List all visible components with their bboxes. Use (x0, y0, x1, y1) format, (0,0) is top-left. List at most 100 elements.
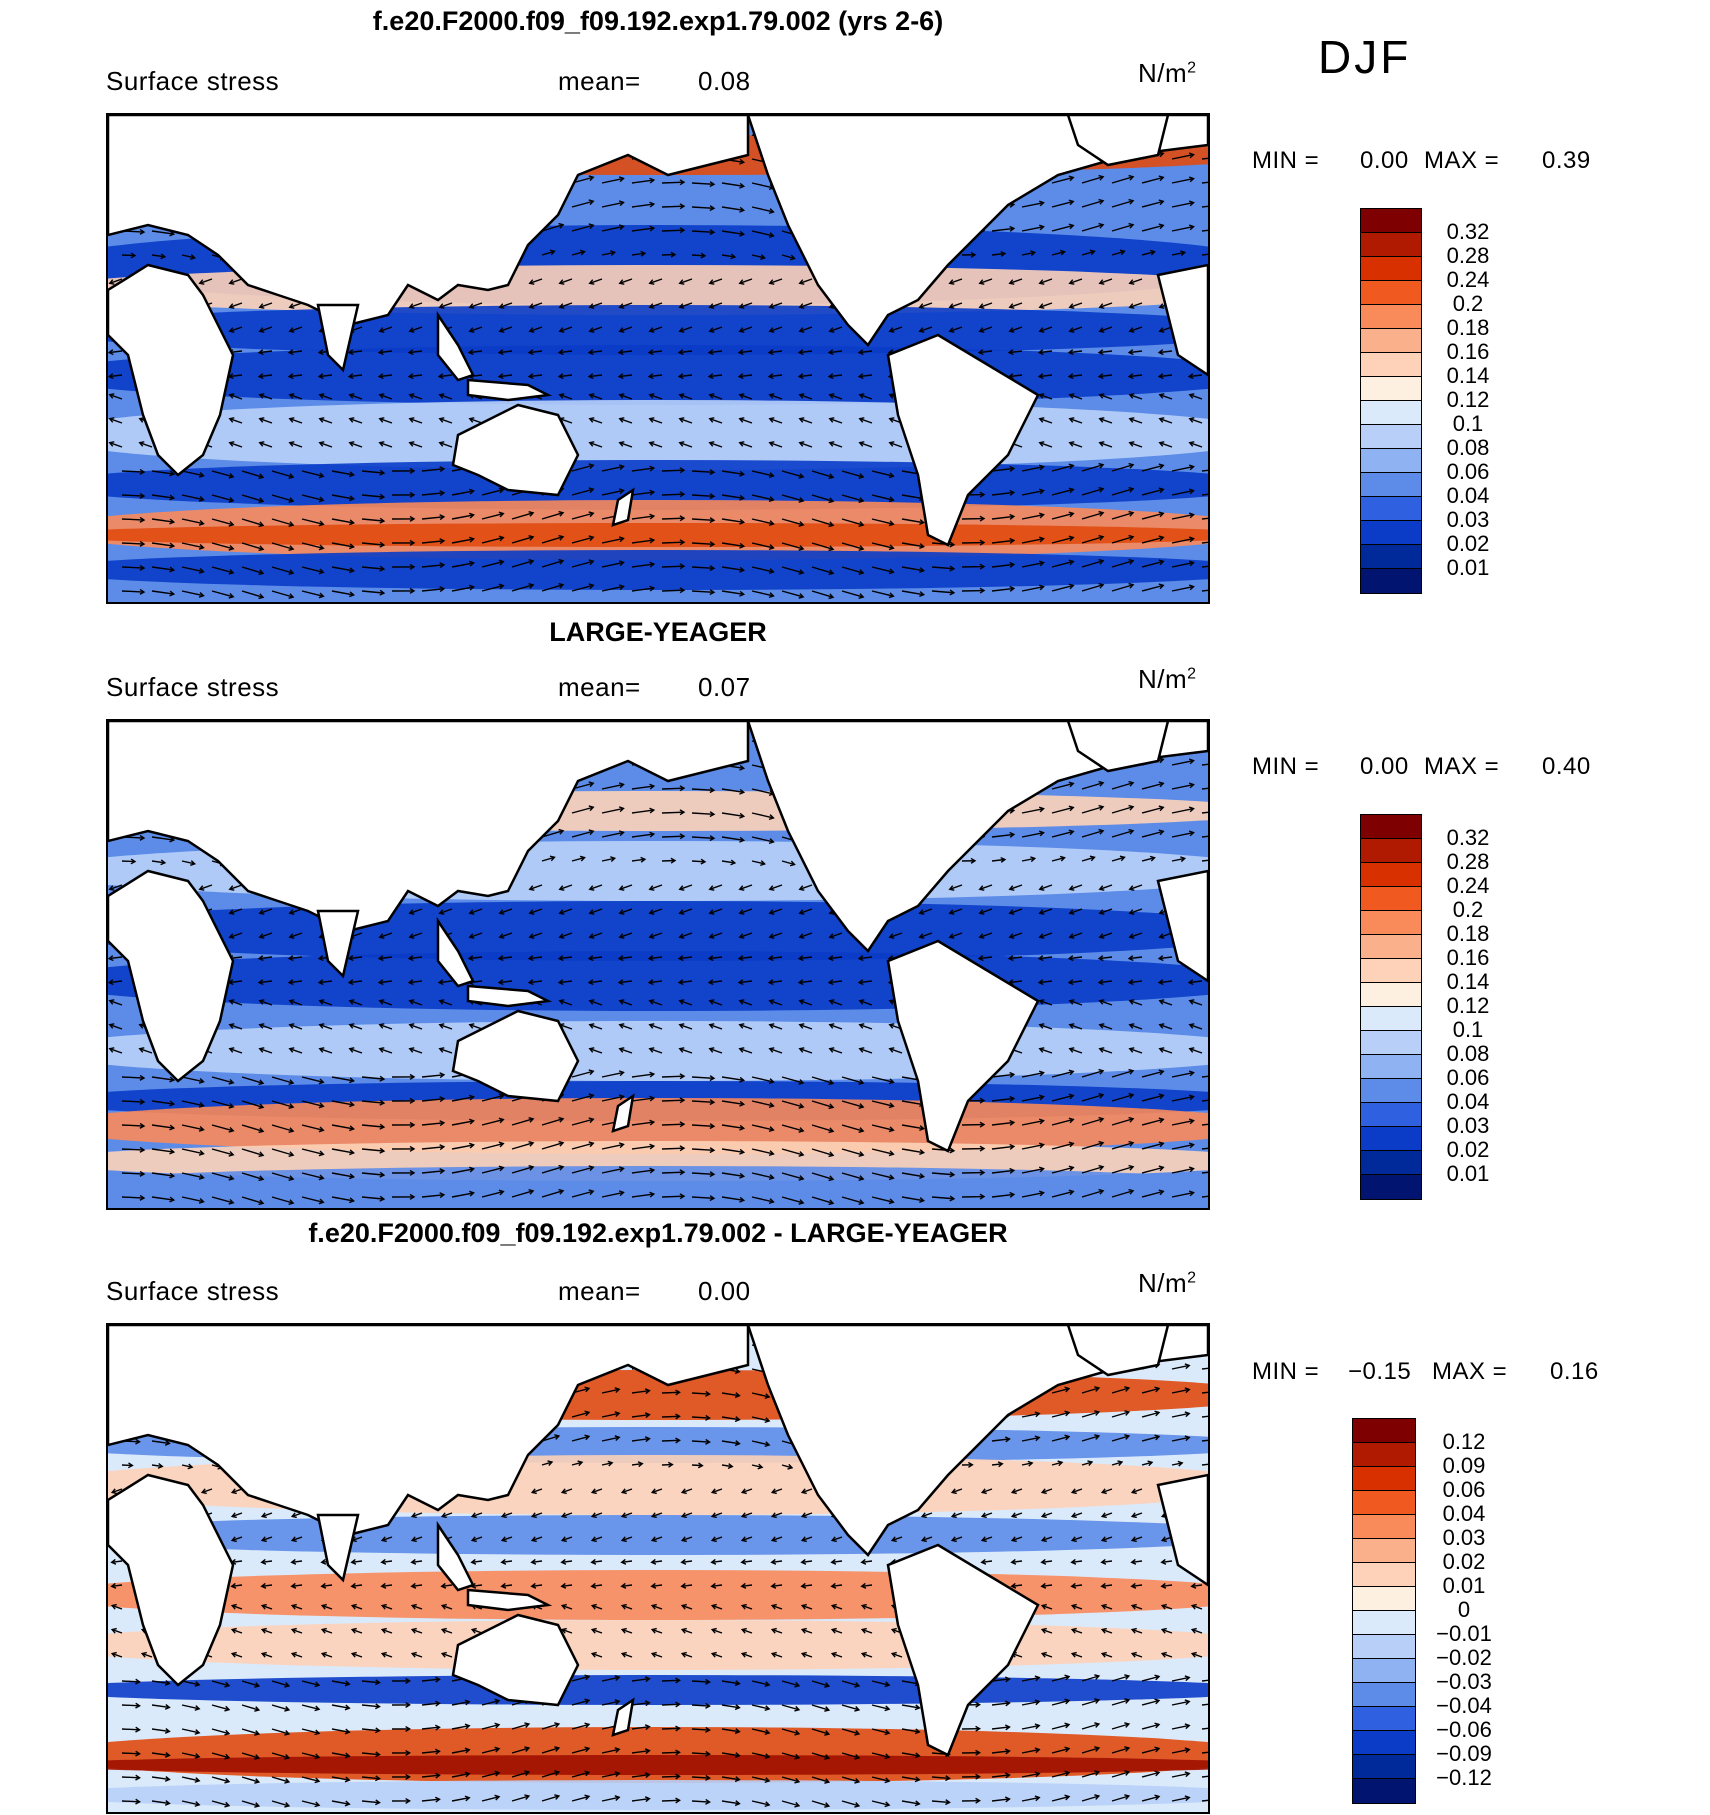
stress-vector-head (438, 441, 445, 447)
stress-vector-head (768, 393, 775, 399)
stress-vector-head (139, 540, 146, 547)
stress-vector (271, 494, 294, 502)
stress-vector-head (740, 1488, 747, 1495)
stress-vector (739, 1048, 753, 1054)
stress-vector (601, 177, 624, 184)
stress-vector (541, 250, 555, 256)
stress-vector (601, 1676, 620, 1682)
stress-vector (691, 1464, 703, 1467)
stress-vector (631, 1749, 650, 1754)
colorbar-swatch (1361, 1127, 1421, 1151)
stress-vector (361, 1680, 380, 1684)
panel-1-variable: Surface stress (106, 66, 280, 96)
colorbar-tick-label: 0.01 (1442, 1573, 1486, 1598)
stress-vector-head (680, 1536, 687, 1543)
stress-vector (1051, 1435, 1070, 1442)
stress-vector-head (918, 909, 925, 915)
stress-vector-head (498, 559, 505, 566)
stress-vector (649, 1000, 663, 1006)
stress-vector-head (828, 473, 835, 480)
stress-vector-head (860, 1558, 867, 1565)
stress-vector (301, 1100, 324, 1108)
stress-vector-head (1158, 199, 1165, 206)
stress-vector (691, 1416, 710, 1419)
stress-vector (991, 1145, 1014, 1150)
stress-vector-head (768, 520, 775, 527)
stress-vector-head (618, 1094, 625, 1101)
stress-vector (649, 980, 663, 984)
stress-vector-head (584, 1770, 591, 1777)
stress-vector-head (739, 230, 746, 237)
stress-vector-head (858, 1127, 865, 1133)
stress-vector-head (1064, 1746, 1071, 1753)
stress-vector (541, 1435, 560, 1442)
stress-vector-head (644, 1772, 651, 1779)
stress-vector (721, 206, 744, 212)
stress-vector-head (228, 1150, 235, 1157)
stress-vector-head (710, 1603, 717, 1610)
stress-vector-head (618, 1190, 625, 1197)
stress-vector (541, 1461, 553, 1466)
stress-vector (1129, 350, 1143, 354)
stress-vector (411, 1604, 423, 1610)
stress-vector-head (614, 1675, 621, 1682)
stress-vector-head (1068, 1093, 1075, 1100)
stress-vector-head (1038, 488, 1045, 495)
stress-vector-head (379, 1147, 386, 1154)
stress-vector (241, 566, 264, 574)
stress-vector-head (1124, 1386, 1131, 1392)
stress-vector-head (1154, 1746, 1161, 1753)
stress-vector-head (164, 1703, 171, 1710)
stress-vector-head (1038, 417, 1045, 423)
stress-vector-head (588, 1141, 595, 1148)
stress-vector (741, 1488, 753, 1494)
stress-vector-head (828, 1175, 835, 1182)
stress-vector (739, 956, 753, 960)
stress-vector-head (644, 1436, 651, 1443)
stress-vector (751, 206, 774, 213)
stress-vector (499, 908, 513, 914)
stress-vector (681, 1512, 693, 1518)
stress-vector-head (584, 1698, 591, 1705)
stress-vector-head (705, 1678, 711, 1685)
stress-vector (241, 1728, 260, 1735)
stress-vector-head (258, 473, 265, 480)
stress-vector-head (1067, 979, 1074, 986)
stress-vector (1039, 932, 1053, 938)
stress-vector (451, 1096, 474, 1102)
stress-vector (1189, 442, 1203, 448)
colorbar-tick-label: 0.16 (1446, 339, 1490, 364)
stress-vector-head (528, 1188, 535, 1195)
stress-vector (139, 1048, 153, 1054)
stress-vector-head (290, 1536, 297, 1543)
stress-vector-head (679, 809, 686, 816)
stress-vector (271, 1800, 290, 1807)
stress-vector (601, 1462, 613, 1466)
stress-vector (1051, 560, 1074, 568)
stress-vector-head (705, 1798, 711, 1805)
stress-vector (739, 302, 753, 308)
stress-vector (649, 884, 663, 890)
stress-vector-head (260, 1603, 267, 1610)
stress-vector-head (1068, 559, 1075, 566)
stress-vector (151, 1464, 163, 1468)
stress-vector (561, 1536, 573, 1542)
stress-vector-head (1034, 1699, 1041, 1706)
stress-vector-head (828, 999, 835, 1005)
stress-vector (651, 1536, 663, 1542)
stress-vector (1081, 176, 1104, 184)
stress-vector-head (257, 373, 264, 380)
stress-vector (751, 1416, 770, 1422)
stress-vector-head (1098, 510, 1105, 517)
stress-vector (231, 1628, 243, 1634)
stress-contour-band (108, 1780, 1208, 1810)
stress-vector-head (290, 1582, 297, 1589)
stress-vector-head (970, 251, 977, 258)
stress-vector (951, 1536, 963, 1542)
stress-vector-head (228, 999, 235, 1005)
stress-vector-head (667, 1461, 674, 1468)
stress-vector (571, 464, 594, 472)
stress-vector-head (858, 497, 865, 503)
stress-vector-head (228, 544, 235, 551)
stress-vector (201, 1488, 213, 1494)
